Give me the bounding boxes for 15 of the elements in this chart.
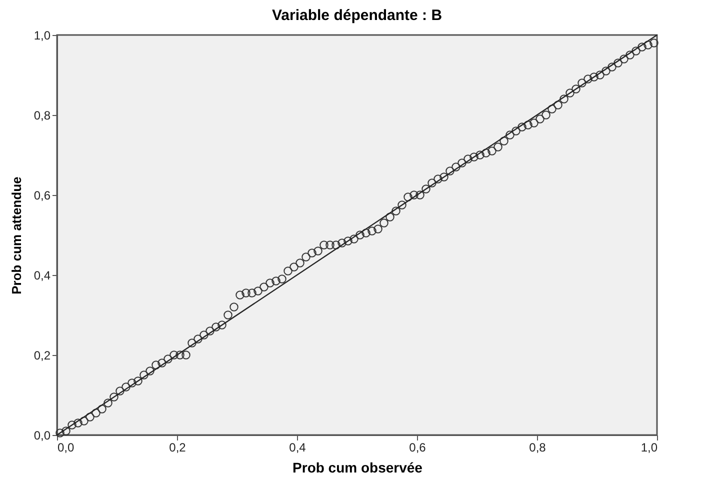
y-tick-label: 0,8: [34, 108, 51, 122]
x-tick-label: 0,0: [58, 440, 75, 454]
y-tick-label: 0,2: [34, 348, 51, 362]
chart-title: Variable dépendante : B: [272, 7, 442, 24]
x-axis-title: Prob cum observée: [292, 460, 423, 476]
x-tick-label: 0,4: [289, 440, 306, 454]
y-tick-label: 1,0: [34, 28, 51, 42]
y-axis-title: Prob cum attendue: [8, 176, 24, 294]
y-tick-label: 0,0: [34, 428, 51, 442]
x-tick-label: 0,2: [169, 440, 186, 454]
x-tick-label: 1,0: [640, 440, 658, 454]
x-tick-label: 0,8: [529, 440, 546, 454]
y-tick-label: 0,4: [34, 268, 51, 282]
x-tick-label: 0,6: [409, 440, 426, 454]
y-tick-label: 0,6: [34, 188, 51, 202]
